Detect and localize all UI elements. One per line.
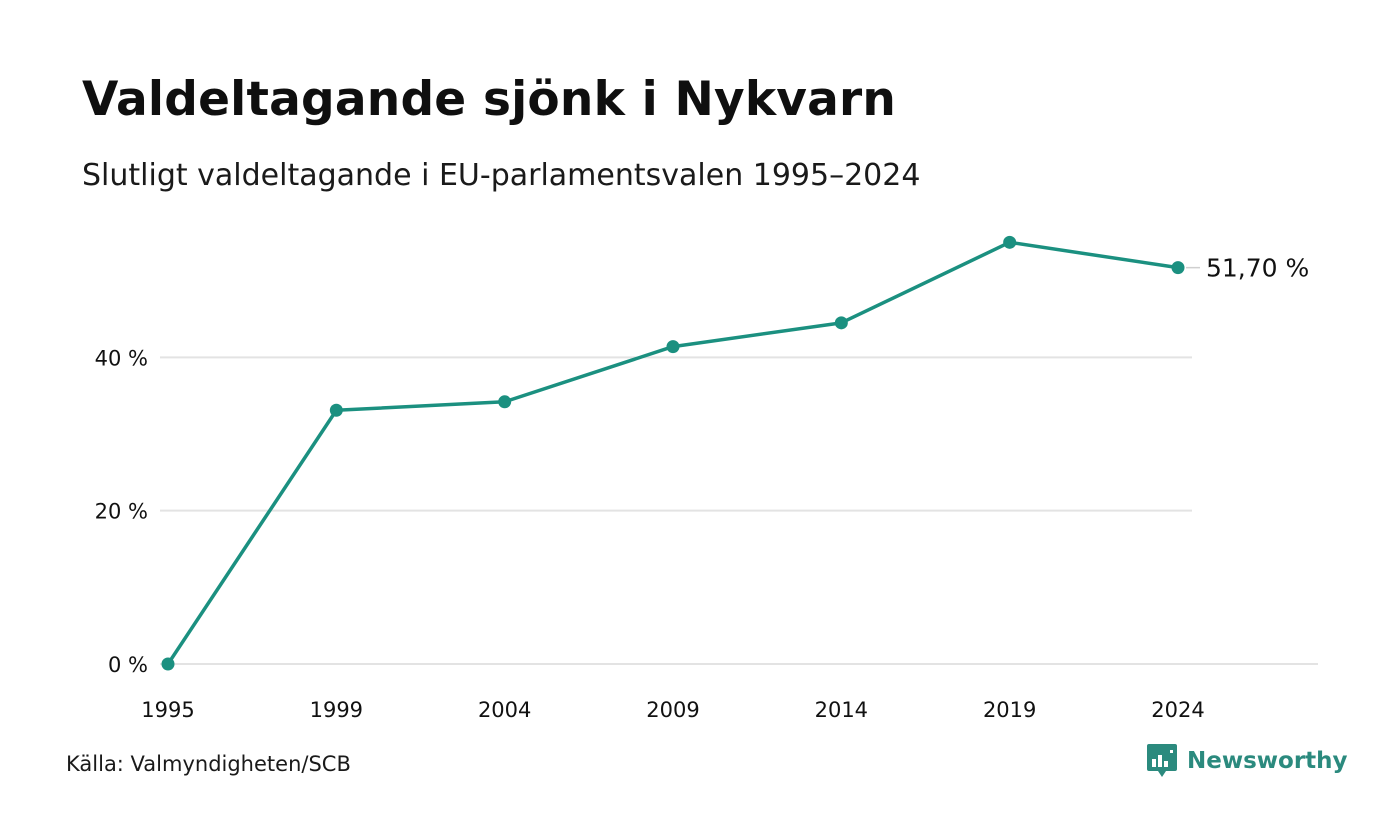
data-point xyxy=(161,657,175,671)
y-tick-label: 0 % xyxy=(108,653,148,677)
x-tick-label: 2009 xyxy=(646,698,699,722)
brand-logo: Newsworthy xyxy=(1146,740,1348,782)
y-tick-label: 40 % xyxy=(95,346,148,370)
data-point xyxy=(666,340,680,354)
series-line xyxy=(166,240,1180,666)
y-tick-label: 20 % xyxy=(95,500,148,524)
x-tick-label: 2004 xyxy=(478,698,531,722)
x-tick-label: 1995 xyxy=(141,698,194,722)
source-note: Källa: Valmyndigheten/SCB xyxy=(66,752,351,776)
data-point xyxy=(1171,261,1185,275)
chart-subtitle: Slutligt valdeltagande i EU-parlamentsva… xyxy=(82,158,921,193)
x-tick-label: 1999 xyxy=(310,698,363,722)
chart-title: Valdeltagande sjönk i Nykvarn xyxy=(82,72,897,127)
data-point xyxy=(834,316,848,330)
bar-chart-speech-bubble-icon xyxy=(1147,744,1177,777)
data-point xyxy=(329,403,343,417)
x-tick-label: 2014 xyxy=(815,698,868,722)
x-tick-label: 2019 xyxy=(983,698,1036,722)
data-point xyxy=(498,395,512,409)
end-value-label: 51,70 % xyxy=(1206,254,1309,283)
data-point xyxy=(1003,235,1017,249)
brand-name: Newsworthy xyxy=(1187,748,1348,774)
x-tick-label: 2024 xyxy=(1151,698,1204,722)
